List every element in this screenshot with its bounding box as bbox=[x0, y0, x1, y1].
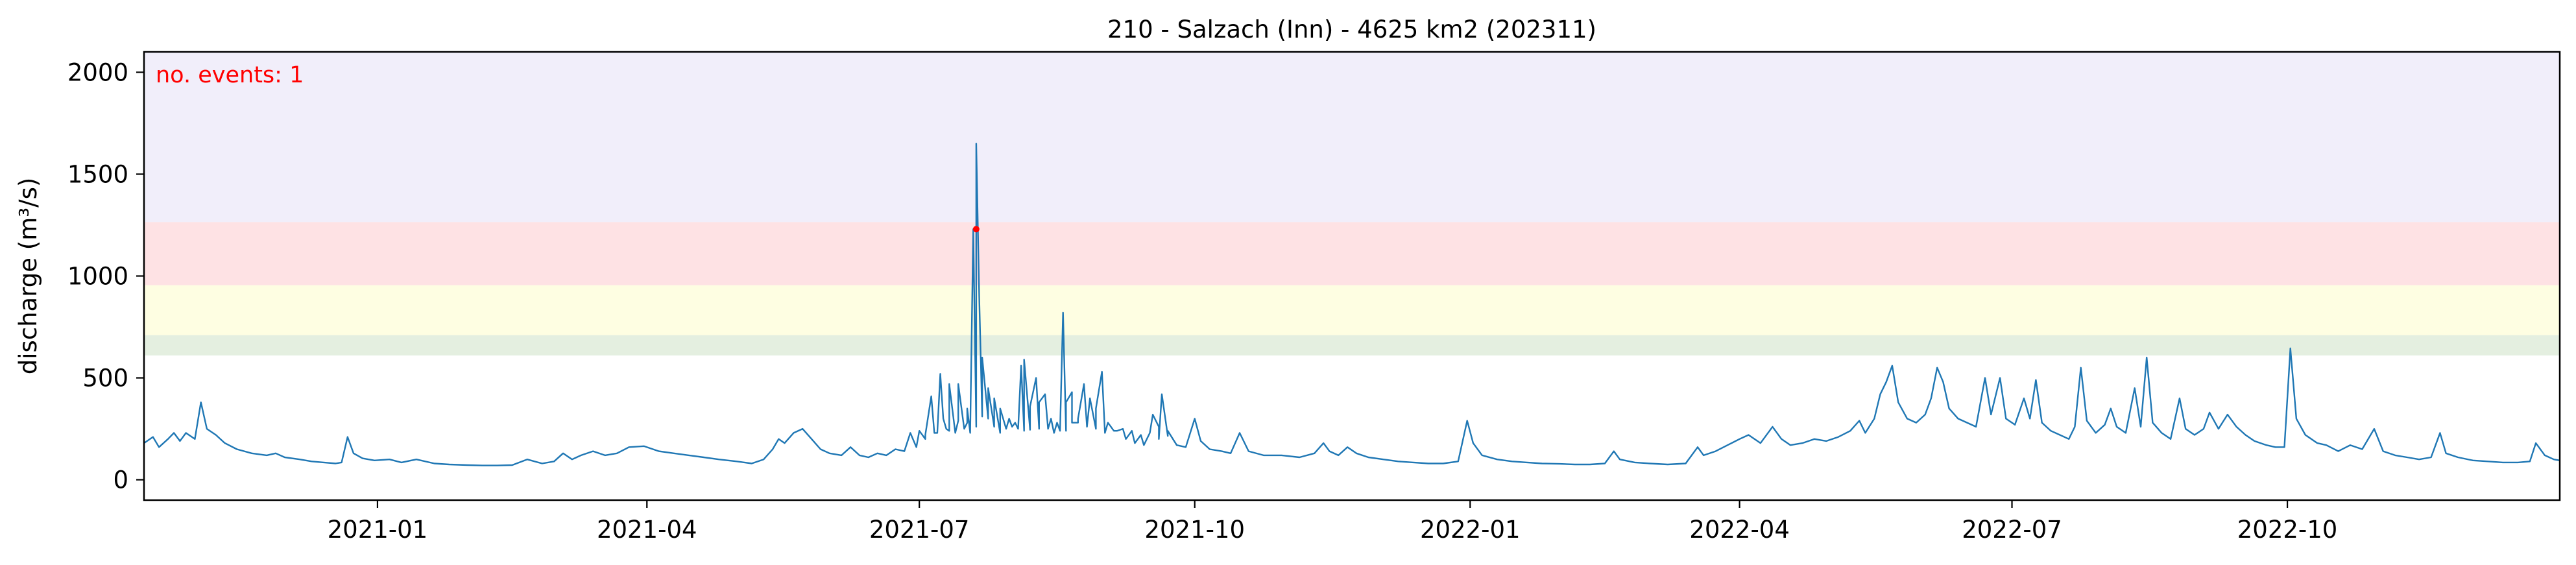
x-axis: 2021-01 2021-04 2021-07 2021-10 2022-01 2022-… bbox=[328, 500, 2338, 544]
x-tick-label-7: 2022-10 bbox=[2237, 516, 2338, 544]
x-tick-label-5: 2022-04 bbox=[1689, 516, 1790, 544]
y-tick-label-2: 1000 bbox=[67, 263, 128, 291]
threshold-band-0 bbox=[144, 335, 2560, 355]
event-markers bbox=[972, 226, 980, 233]
y-axis-label: discharge (m³/s) bbox=[14, 178, 42, 375]
chart-title: 210 - Salzach (Inn) - 4625 km2 (202311) bbox=[1107, 16, 1596, 43]
x-tick-label-6: 2022-07 bbox=[1962, 516, 2062, 544]
threshold-band-3 bbox=[144, 52, 2560, 222]
series-line-0 bbox=[143, 143, 2560, 466]
threshold-band-2 bbox=[144, 222, 2560, 285]
y-tick-label-3: 1500 bbox=[67, 160, 128, 188]
event-point-0 bbox=[972, 226, 980, 233]
y-tick-label-0: 0 bbox=[113, 466, 128, 494]
y-tick-label-4: 2000 bbox=[67, 58, 128, 86]
threshold-band-1 bbox=[144, 285, 2560, 335]
y-axis: 0 500 1000 1500 2000 bbox=[67, 58, 144, 494]
x-tick-label-3: 2021-10 bbox=[1144, 516, 1245, 544]
x-tick-label-4: 2022-01 bbox=[1420, 516, 1521, 544]
x-tick-label-1: 2021-04 bbox=[597, 516, 697, 544]
x-tick-label-2: 2021-07 bbox=[869, 516, 970, 544]
x-tick-label-0: 2021-01 bbox=[328, 516, 428, 544]
y-tick-label-1: 500 bbox=[82, 365, 128, 392]
discharge-series bbox=[143, 143, 2560, 466]
threshold-bands bbox=[144, 52, 2560, 355]
events-count-annotation: no. events: 1 bbox=[156, 62, 304, 88]
